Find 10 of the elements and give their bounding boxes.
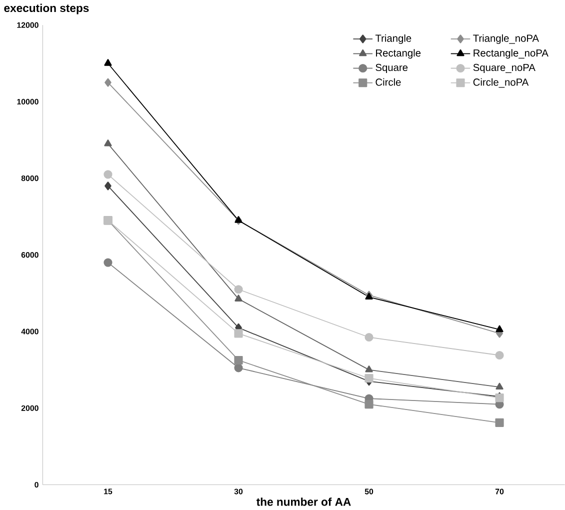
legend-label: Triangle bbox=[375, 34, 412, 44]
x-axis-title: the number of AA bbox=[256, 498, 351, 506]
legend-label: Rectangle_noPA bbox=[474, 49, 548, 59]
legend-label: Circle bbox=[376, 78, 401, 86]
legend-label: Square_noPA bbox=[473, 64, 536, 74]
legend-label: Circle_noPA bbox=[473, 78, 529, 88]
legend-label: Rectangle bbox=[376, 49, 421, 59]
legend-label: Square bbox=[376, 64, 408, 74]
legend-label: Triangle_noPA bbox=[473, 34, 539, 44]
y-axis-title: execution steps bbox=[4, 4, 89, 14]
